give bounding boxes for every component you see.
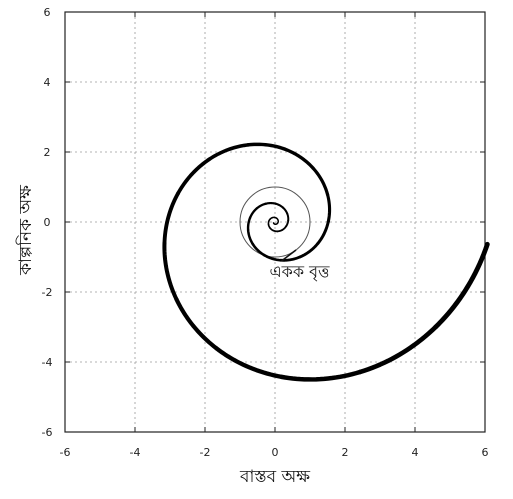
y-tick-label: 2 (44, 146, 51, 159)
spiral-segment (207, 143, 250, 162)
spiral-segment (265, 202, 277, 205)
spiral-segment (279, 369, 363, 382)
x-tick-label: -6 (60, 446, 71, 459)
unit-circle (239, 186, 311, 258)
y-tick-label: 0 (44, 216, 51, 229)
spiral-segment (316, 220, 330, 246)
spiral-segment (262, 253, 283, 262)
spiral-segment (174, 296, 219, 351)
spiral-segment (357, 324, 438, 375)
y-axis-label: কাল্পনিক অক্ষ (15, 185, 36, 276)
spiral-segment (281, 206, 289, 215)
spiral-segment (251, 242, 266, 257)
y-tick-label: 6 (44, 6, 51, 19)
spiral-curve (162, 142, 490, 382)
spiral-segment (281, 225, 288, 231)
spiral-segment (214, 346, 284, 380)
spiral-segment (246, 142, 287, 152)
spiral-segment (162, 191, 180, 246)
unit-circle-annotation: একক বৃত্ত (270, 262, 331, 282)
x-axis-label: বাস্তব অক্ষ (239, 467, 310, 487)
spiral-segment (246, 216, 252, 232)
y-tick-label: -4 (42, 356, 53, 369)
spiral-segment (325, 192, 332, 224)
x-tick-label: -4 (130, 446, 141, 459)
spiral-segment (311, 166, 330, 197)
x-tick-label: -2 (200, 446, 211, 459)
x-tick-label: 0 (272, 446, 279, 459)
annotation-pointer (281, 249, 297, 262)
spiral-segment (298, 242, 320, 259)
unit-circle-layer (239, 186, 311, 258)
spiral-segment (285, 219, 290, 228)
y-tick-label: -6 (42, 426, 53, 439)
x-tick-label: 4 (412, 446, 419, 459)
spiral-segment (248, 207, 259, 219)
ticks: -6 -4 -2 0 2 4 6 6 4 2 0 -2 -4 -6 (42, 6, 489, 459)
grid (65, 12, 485, 432)
x-tick-label: 2 (342, 446, 349, 459)
spiral-segment (274, 202, 284, 209)
spiral-segment (246, 229, 254, 246)
spiral-segment (283, 147, 315, 170)
spiral-segment (279, 255, 302, 262)
spiral-segment (286, 212, 290, 222)
annotations: একক বৃত্ত (270, 249, 331, 282)
y-tick-label: 4 (44, 76, 51, 89)
spiral-segment (255, 202, 268, 210)
spiral-segment (176, 157, 212, 196)
y-tick-label: -2 (42, 286, 53, 299)
spiral-segment (433, 241, 490, 330)
x-tick-label: 6 (482, 446, 489, 459)
spiral-segment (162, 241, 179, 302)
